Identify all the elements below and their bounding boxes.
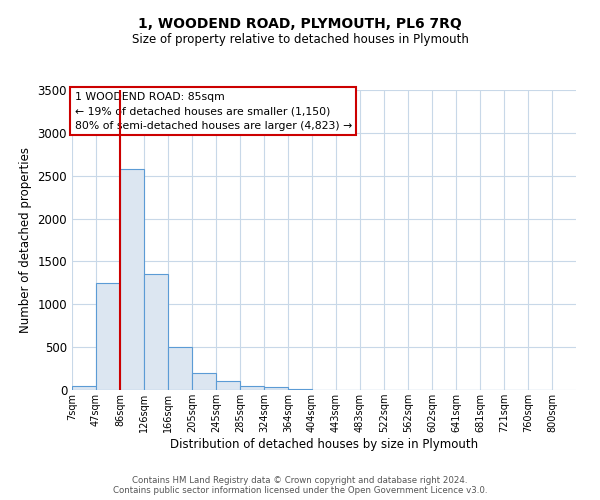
Text: Size of property relative to detached houses in Plymouth: Size of property relative to detached ho…	[131, 32, 469, 46]
Bar	[120, 169, 144, 390]
Text: 1, WOODEND ROAD, PLYMOUTH, PL6 7RQ: 1, WOODEND ROAD, PLYMOUTH, PL6 7RQ	[138, 18, 462, 32]
X-axis label: Distribution of detached houses by size in Plymouth: Distribution of detached houses by size …	[170, 438, 478, 451]
Bar	[192, 373, 216, 390]
Bar	[96, 283, 120, 390]
Bar	[216, 380, 240, 390]
Text: 1 WOODEND ROAD: 85sqm
← 19% of detached houses are smaller (1,150)
80% of semi-d: 1 WOODEND ROAD: 85sqm ← 19% of detached …	[74, 92, 352, 131]
Bar	[168, 347, 192, 390]
Bar	[240, 386, 264, 390]
Text: Contains HM Land Registry data © Crown copyright and database right 2024.: Contains HM Land Registry data © Crown c…	[132, 476, 468, 485]
Text: Contains public sector information licensed under the Open Government Licence v3: Contains public sector information licen…	[113, 486, 487, 495]
Bar	[144, 274, 168, 390]
Bar	[72, 386, 96, 390]
Y-axis label: Number of detached properties: Number of detached properties	[19, 147, 32, 333]
Bar	[288, 389, 312, 390]
Bar	[264, 388, 288, 390]
